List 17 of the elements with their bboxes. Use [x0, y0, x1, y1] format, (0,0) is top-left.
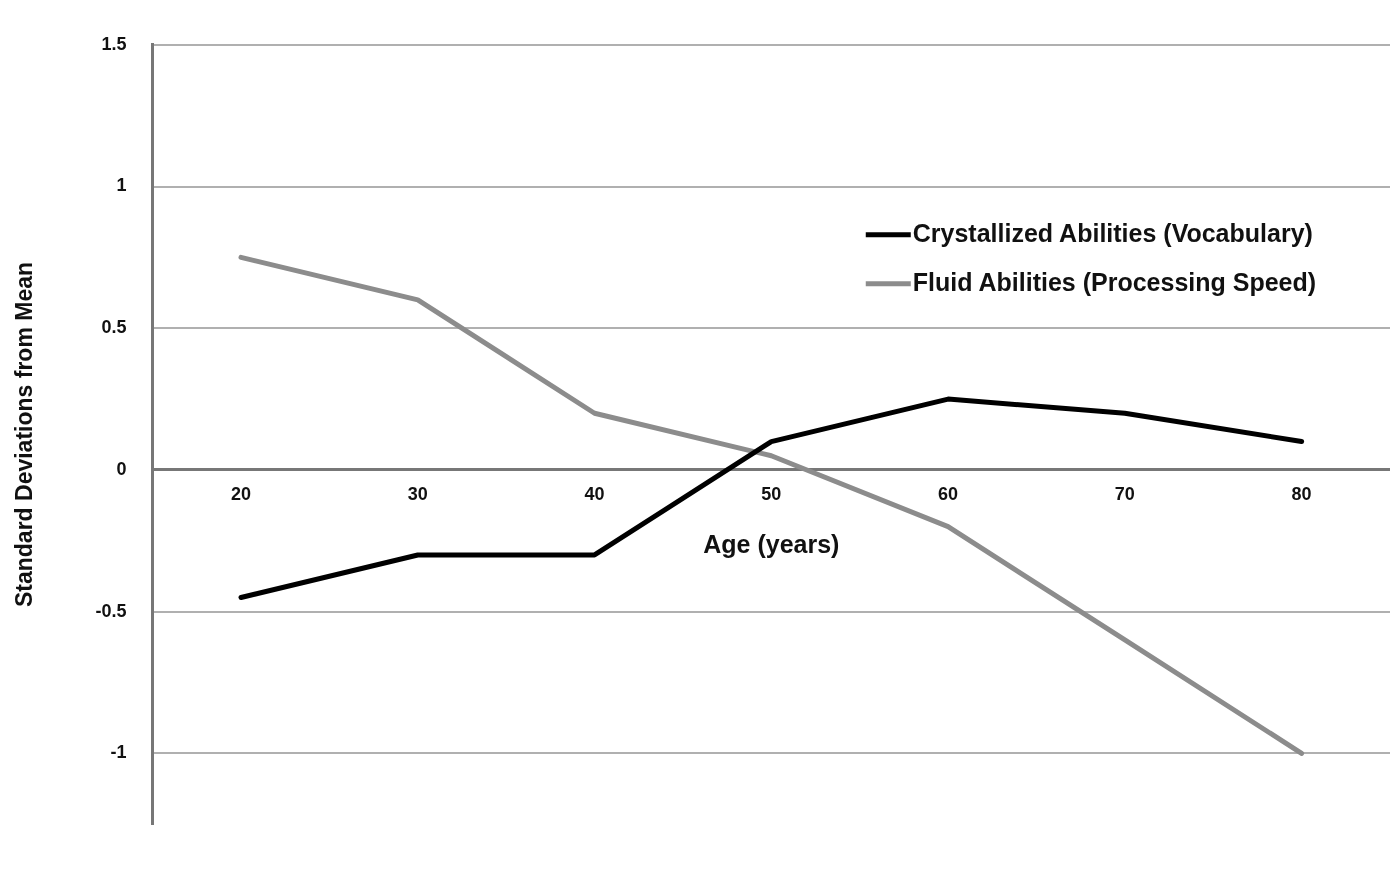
y-tick-label: 1.5 — [101, 33, 127, 54]
y-axis-title: Standard Deviations from Mean — [11, 261, 38, 608]
x-tick-label: 30 — [407, 483, 428, 504]
legend-label: Crystallized Abilities (Vocabulary) — [912, 218, 1313, 247]
x-axis-title: Age (years) — [703, 530, 840, 559]
y-tick-label: -0.5 — [95, 600, 127, 621]
x-tick-label: 50 — [761, 483, 782, 504]
y-tick-label: -1 — [110, 742, 127, 763]
x-tick-label: 20 — [230, 483, 252, 504]
x-tick-label: 40 — [584, 483, 605, 504]
y-tick-label: 0 — [116, 458, 127, 479]
x-tick-label: 70 — [1114, 483, 1135, 504]
x-tick-label: 60 — [938, 483, 959, 504]
y-tick-label: 1 — [116, 175, 127, 196]
legend-label: Fluid Abilities (Processing Speed) — [912, 267, 1317, 296]
x-tick-label: 80 — [1291, 483, 1312, 504]
y-tick-label: 0.5 — [101, 317, 127, 338]
